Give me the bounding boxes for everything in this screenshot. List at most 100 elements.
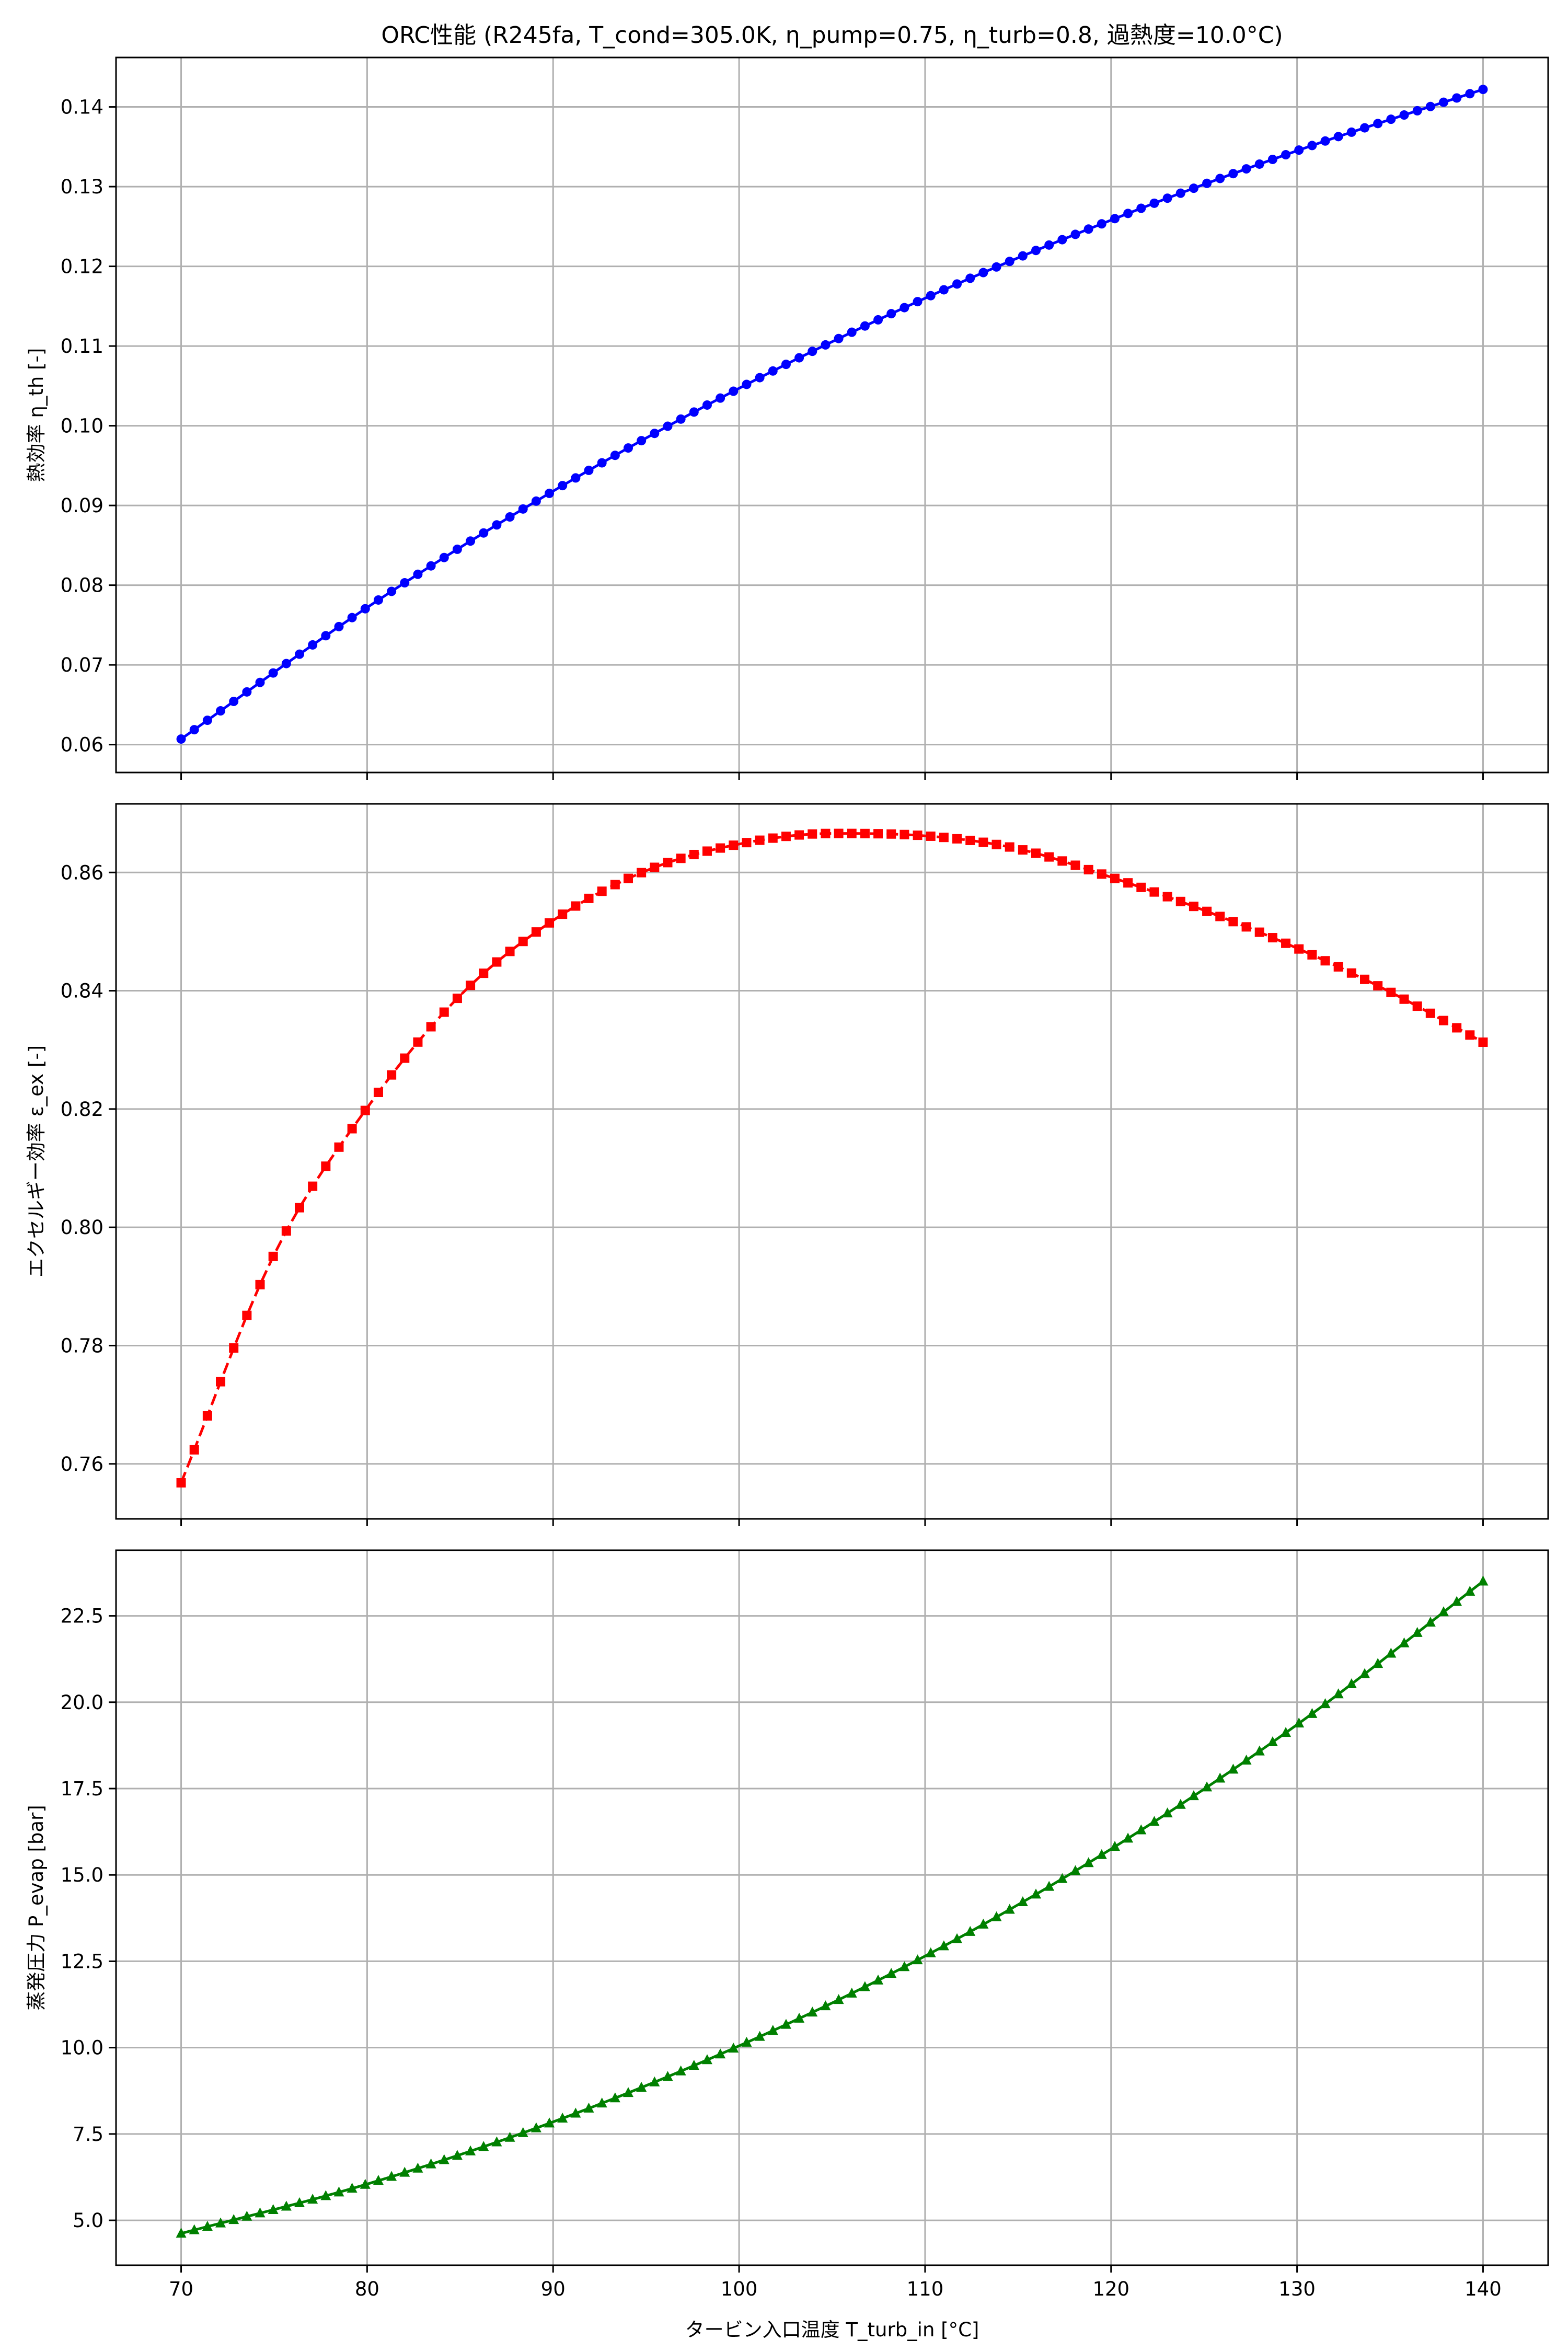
x-tick-label: 100 bbox=[721, 2278, 758, 2300]
data-point bbox=[492, 957, 502, 967]
data-point bbox=[558, 481, 568, 491]
y-ticks: 0.76 0.78 0.80 0.82 0.84 0.86 bbox=[61, 861, 116, 1475]
data-point bbox=[584, 465, 594, 475]
data-point bbox=[465, 2145, 476, 2155]
data-point bbox=[1057, 1873, 1068, 1883]
data-point bbox=[794, 830, 804, 840]
data-point bbox=[176, 1478, 186, 1488]
data-point bbox=[742, 838, 752, 848]
data-point bbox=[307, 2194, 318, 2204]
data-point bbox=[452, 544, 462, 554]
data-point bbox=[333, 2186, 344, 2197]
data-point bbox=[1386, 1647, 1397, 1658]
data-point bbox=[624, 443, 633, 453]
y-tick-label: 0.10 bbox=[61, 415, 103, 437]
data-point bbox=[1110, 214, 1120, 224]
data-point bbox=[176, 2228, 187, 2238]
data-point bbox=[439, 1007, 449, 1017]
data-point bbox=[834, 828, 844, 838]
series-line bbox=[180, 88, 1484, 740]
y-tick-label: 0.82 bbox=[61, 1098, 103, 1121]
data-point bbox=[991, 262, 1001, 272]
series-line bbox=[180, 1580, 1484, 2235]
data-point bbox=[833, 1994, 844, 2004]
data-point bbox=[860, 321, 870, 331]
data-point bbox=[1373, 1658, 1383, 1668]
data-point bbox=[1452, 1023, 1462, 1033]
data-point bbox=[347, 613, 357, 622]
data-point bbox=[478, 2141, 489, 2151]
data-point bbox=[1425, 101, 1435, 111]
data-point bbox=[1412, 1627, 1423, 1637]
data-point bbox=[189, 2224, 200, 2234]
data-point bbox=[1241, 164, 1251, 174]
data-point bbox=[1189, 902, 1198, 912]
data-point bbox=[755, 373, 765, 383]
data-point bbox=[925, 1947, 936, 1957]
data-point bbox=[1254, 1745, 1265, 1756]
data-point bbox=[439, 552, 449, 562]
axes-frame bbox=[115, 56, 1549, 774]
y-axis-label: エクセルギー効率 ε_ex [-] bbox=[25, 1045, 48, 1277]
y-axis-label: 熱効率 η_th [-] bbox=[25, 348, 48, 482]
grid bbox=[116, 804, 1548, 1519]
data-point bbox=[1294, 145, 1304, 155]
data-point bbox=[821, 828, 831, 838]
data-point bbox=[939, 833, 949, 843]
data-point bbox=[1005, 842, 1014, 852]
data-point bbox=[1070, 1865, 1081, 1875]
data-point bbox=[583, 2102, 594, 2113]
data-point bbox=[649, 2076, 660, 2086]
data-point bbox=[1215, 174, 1225, 183]
data-point bbox=[1267, 933, 1277, 943]
data-point bbox=[834, 333, 844, 343]
data-point bbox=[545, 918, 555, 928]
series bbox=[176, 828, 1488, 1488]
data-point bbox=[1399, 1637, 1410, 1647]
data-point bbox=[425, 2158, 436, 2169]
data-point bbox=[1412, 106, 1422, 116]
data-point bbox=[1123, 878, 1133, 888]
data-point bbox=[1465, 1585, 1475, 1596]
data-point bbox=[702, 400, 712, 410]
data-point bbox=[1044, 1881, 1055, 1891]
data-point bbox=[294, 2197, 305, 2207]
data-point bbox=[321, 631, 331, 641]
data-point bbox=[255, 2207, 266, 2218]
data-point bbox=[189, 725, 199, 735]
y-tick-label: 0.78 bbox=[61, 1334, 103, 1357]
data-point bbox=[846, 1987, 857, 1998]
data-point bbox=[479, 528, 489, 538]
series bbox=[176, 1575, 1489, 2238]
data-point bbox=[1346, 127, 1356, 137]
data-point bbox=[373, 2175, 384, 2185]
data-point bbox=[1215, 1772, 1226, 1783]
data-point bbox=[676, 854, 686, 863]
data-point bbox=[978, 837, 988, 847]
data-point bbox=[1017, 1896, 1028, 1907]
y-tick-label: 22.5 bbox=[61, 1605, 103, 1628]
data-point bbox=[1004, 1904, 1015, 1914]
data-point bbox=[1097, 869, 1106, 879]
data-point bbox=[1307, 141, 1317, 151]
data-point bbox=[1175, 188, 1185, 198]
data-point bbox=[939, 285, 949, 295]
data-point bbox=[1333, 132, 1343, 142]
data-point bbox=[1149, 887, 1159, 897]
data-point bbox=[1228, 917, 1238, 927]
data-point bbox=[768, 833, 778, 843]
x-tick-label: 80 bbox=[355, 2278, 379, 2300]
data-point bbox=[873, 1974, 884, 1985]
y-tick-label: 15.0 bbox=[61, 1864, 103, 1886]
data-point bbox=[767, 2025, 778, 2035]
y-tick-label: 0.14 bbox=[61, 96, 103, 119]
data-point bbox=[1373, 981, 1383, 991]
data-point bbox=[768, 366, 778, 376]
data-point bbox=[1149, 1816, 1160, 1826]
data-point bbox=[492, 520, 502, 530]
data-point bbox=[663, 858, 673, 868]
data-point bbox=[452, 994, 462, 1004]
data-point bbox=[913, 831, 923, 840]
data-point bbox=[426, 561, 436, 571]
